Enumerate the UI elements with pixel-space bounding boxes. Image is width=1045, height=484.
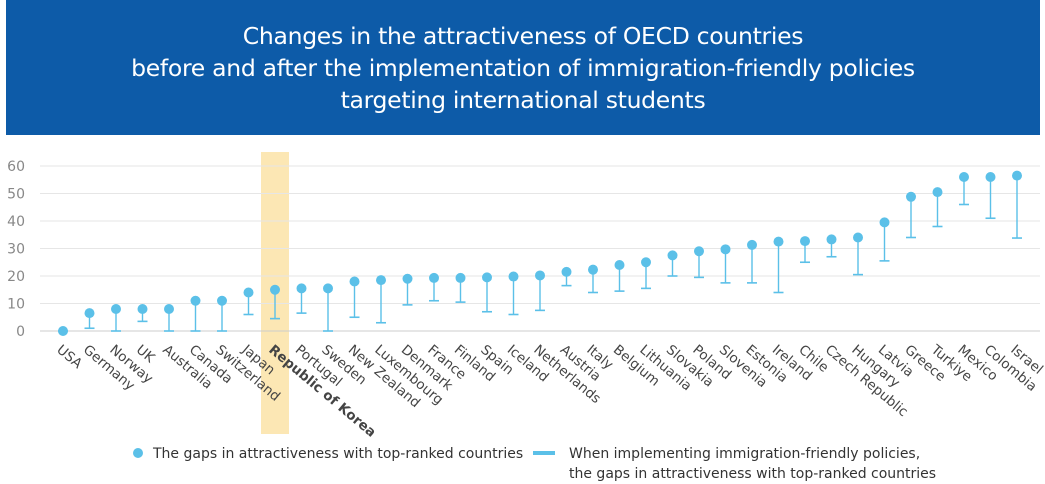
legend-dot-label: The gaps in attractiveness with top-rank…: [153, 446, 524, 462]
gap-dot: [826, 234, 837, 245]
gap-dot: [614, 260, 625, 270]
y-tick-label: 60: [7, 159, 25, 175]
chart-title-line-1: Changes in the attractiveness of OECD co…: [242, 21, 804, 50]
gap-dot: [932, 187, 943, 198]
legend-item-bar: When implementing immigration-friendly p…: [533, 444, 936, 484]
legend-bar-label-line-1: When implementing immigration-friendly p…: [569, 446, 921, 462]
chart-legend: The gaps in attractiveness with top-rank…: [0, 440, 1045, 482]
gap-dot: [84, 308, 95, 319]
legend-bar-marker: [533, 451, 555, 455]
y-tick-label: 10: [7, 297, 25, 313]
gap-dot: [482, 272, 492, 283]
gap-dot: [243, 287, 254, 298]
gap-dot: [217, 295, 227, 306]
gap-dot: [535, 270, 545, 281]
gap-dot: [720, 244, 731, 255]
gap-dot: [641, 257, 651, 268]
gap-dot: [667, 250, 678, 261]
gap-dot: [800, 236, 810, 247]
gap-dot: [270, 284, 280, 295]
gap-dot: [985, 172, 996, 182]
legend-dot-marker: [133, 448, 143, 458]
gap-dot: [58, 326, 68, 336]
chart-title-line-2: before and after the implementation of i…: [131, 53, 915, 82]
gap-dot: [747, 239, 757, 250]
gap-dot: [190, 295, 201, 306]
y-tick-label: 0: [16, 324, 25, 340]
gap-dot: [455, 272, 466, 283]
gap-dot: [323, 283, 333, 294]
gap-dot: [137, 304, 148, 314]
legend-bar-label-line-2: the gaps in attractiveness with top-rank…: [569, 466, 937, 482]
gap-dot: [376, 275, 386, 286]
chart-title-banner: Changes in the attractiveness of OECD co…: [6, 0, 1040, 135]
legend-bar-label: When implementing immigration-friendly p…: [569, 444, 936, 484]
y-tick-label: 40: [7, 214, 25, 230]
gap-dot: [906, 191, 916, 202]
y-tick-label: 20: [7, 269, 25, 285]
gap-dot: [1012, 170, 1022, 181]
gap-dot: [879, 217, 890, 228]
y-tick-label: 30: [7, 242, 25, 258]
gap-dot: [164, 304, 174, 314]
gap-dot: [296, 283, 307, 294]
gap-dot: [508, 271, 519, 282]
gap-dot: [694, 246, 704, 257]
gap-dot: [429, 272, 439, 283]
y-tick-label: 50: [7, 187, 25, 203]
legend-item-dot: The gaps in attractiveness with top-rank…: [133, 444, 523, 464]
x-tick-label: USA: [53, 342, 85, 373]
gap-dot: [773, 236, 784, 247]
gap-dot: [588, 264, 598, 275]
gap-dot: [402, 273, 413, 284]
gap-dot: [853, 232, 863, 243]
gap-dot: [561, 266, 572, 277]
gap-dot: [959, 172, 969, 182]
chart-title-line-3: targeting international students: [340, 85, 706, 114]
gap-dot: [349, 276, 360, 287]
gap-dot: [111, 304, 121, 314]
